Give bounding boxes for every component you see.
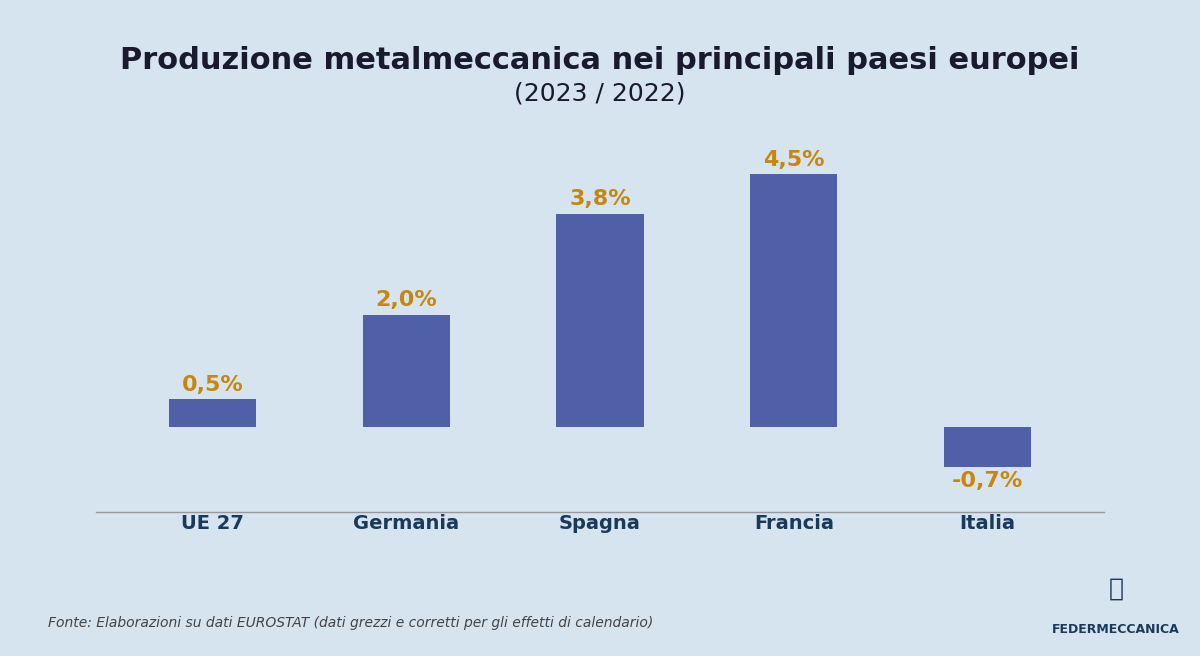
Text: 🦅: 🦅: [1109, 576, 1123, 600]
Text: Germania: Germania: [353, 514, 460, 533]
Text: Fonte: Elaborazioni su dati EUROSTAT (dati grezzi e corretti per gli effetti di : Fonte: Elaborazioni su dati EUROSTAT (da…: [48, 616, 653, 630]
Text: UE 27: UE 27: [181, 514, 244, 533]
Bar: [944, 427, 1031, 466]
Text: Spagna: Spagna: [559, 514, 641, 533]
Bar: [362, 315, 450, 427]
Text: 4,5%: 4,5%: [763, 150, 824, 170]
Text: -0,7%: -0,7%: [952, 471, 1024, 491]
Text: Produzione metalmeccanica nei principali paesi europei: Produzione metalmeccanica nei principali…: [120, 46, 1080, 75]
Text: 3,8%: 3,8%: [569, 189, 631, 209]
Text: 2,0%: 2,0%: [376, 291, 437, 310]
Bar: [557, 214, 643, 427]
Text: FEDERMECCANICA: FEDERMECCANICA: [1052, 623, 1180, 636]
Bar: [750, 174, 838, 427]
Text: Italia: Italia: [960, 514, 1015, 533]
Text: (2023 / 2022): (2023 / 2022): [515, 82, 685, 106]
Text: Francia: Francia: [754, 514, 834, 533]
Bar: [169, 400, 256, 427]
Text: 0,5%: 0,5%: [181, 375, 244, 395]
